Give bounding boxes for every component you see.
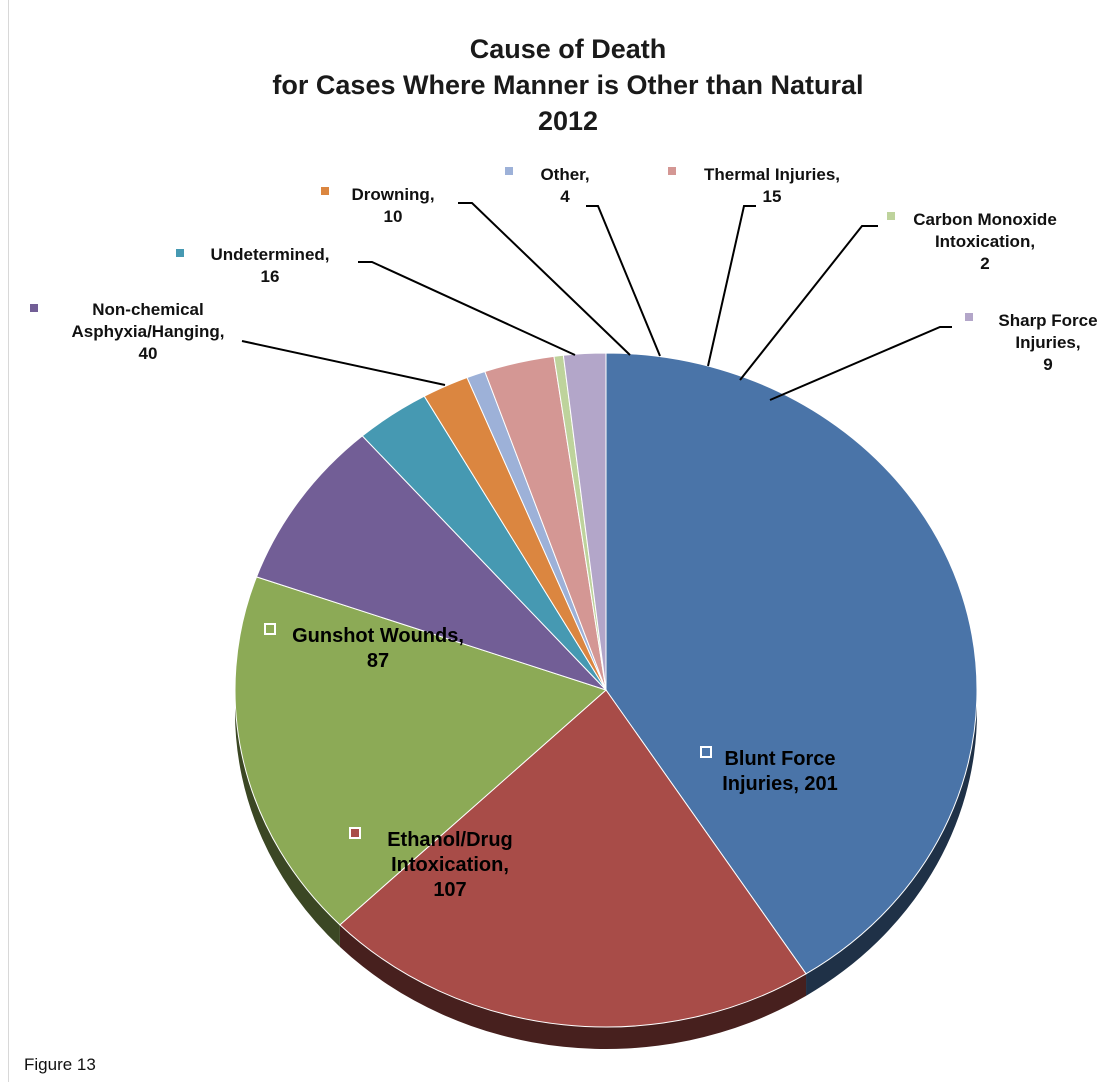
leader-line-sharp-force-injuries xyxy=(769,326,952,401)
slice-depth-1 xyxy=(339,924,807,1049)
leader-lines xyxy=(241,202,952,401)
slice-labels: Blunt Force Injuries, 201 Ethanol/Drug Into… xyxy=(30,165,1098,901)
figure-caption: Figure 13 xyxy=(24,1055,96,1074)
pie-depth xyxy=(235,690,977,1049)
data-label-ethanol-drug-intoxication-line-2: Intoxication, xyxy=(391,854,509,876)
data-label-drowning-line-2: 10 xyxy=(384,207,403,226)
pie-slice-gunshot-wounds xyxy=(234,576,607,926)
title-line-1: Cause of Death xyxy=(470,34,667,64)
title-line-3: 2012 xyxy=(538,106,598,136)
leader-line-carbon-monoxide-intoxication xyxy=(739,225,878,381)
data-label-other-line-2: 4 xyxy=(560,187,570,206)
legend-key-drowning xyxy=(321,187,329,195)
data-label-sharp-force-injuries-line-1: Sharp Force xyxy=(998,311,1097,330)
chart-title: Cause of Death for Cases Where Manner is… xyxy=(272,34,863,136)
data-label-gunshot-wounds-line-1: Gunshot Wounds, xyxy=(292,625,464,647)
pie-slices xyxy=(234,352,978,1028)
leader-line-non-chemical-asphyxia-hanging xyxy=(241,340,446,386)
data-label-gunshot-wounds-line-2: 87 xyxy=(367,650,389,672)
leader-line-drowning xyxy=(458,202,631,356)
data-label-non-chemical-asphyxia-hanging-line-2: Asphyxia/Hanging, xyxy=(71,322,224,341)
slice-depth-0 xyxy=(806,690,977,996)
legend-key-sharp-force-injuries xyxy=(965,313,973,321)
title-line-2: for Cases Where Manner is Other than Nat… xyxy=(272,70,863,100)
legend-key-other xyxy=(505,167,513,175)
pie-slice-ethanol-drug-intoxication xyxy=(339,689,807,1028)
data-label-thermal-injuries-line-1: Thermal Injuries, xyxy=(704,165,840,184)
pie-slice-sharp-force-injuries xyxy=(562,352,607,691)
pie-slice-non-chemical-asphyxia-hanging xyxy=(255,435,607,691)
slice-depth-2 xyxy=(235,690,340,947)
legend-key-ethanol-drug-intoxication xyxy=(349,827,361,839)
legend-key-undetermined xyxy=(176,249,184,257)
data-label-carbon-monoxide-intoxication-line-1: Carbon Monoxide xyxy=(913,210,1057,229)
data-label-ethanol-drug-intoxication-line-3: 107 xyxy=(433,879,466,901)
data-label-non-chemical-asphyxia-hanging-line-1: Non-chemical xyxy=(92,300,203,319)
data-label-sharp-force-injuries-line-3: 9 xyxy=(1043,355,1052,374)
left-divider xyxy=(8,0,9,1082)
leader-line-thermal-injuries xyxy=(707,205,756,367)
data-label-undetermined-line-2: 16 xyxy=(261,267,280,286)
data-label-carbon-monoxide-intoxication-line-2: Intoxication, xyxy=(935,232,1035,251)
data-label-other-line-1: Other, xyxy=(540,165,589,184)
data-label-sharp-force-injuries-line-2: Injuries, xyxy=(1015,333,1080,352)
legend-key-blunt-force-injuries xyxy=(700,746,712,758)
data-label-blunt-force-injuries-line-1: Blunt Force xyxy=(724,748,835,770)
data-label-ethanol-drug-intoxication-line-1: Ethanol/Drug xyxy=(387,829,513,851)
data-label-undetermined-line-1: Undetermined, xyxy=(210,245,329,264)
legend-key-gunshot-wounds xyxy=(264,623,276,635)
data-label-drowning-line-1: Drowning, xyxy=(351,185,434,204)
leader-line-undetermined xyxy=(358,261,576,356)
data-label-non-chemical-asphyxia-hanging-line-3: 40 xyxy=(139,344,158,363)
legend-key-thermal-injuries xyxy=(668,167,676,175)
pie-slice-blunt-force-injuries xyxy=(605,352,978,975)
data-label-carbon-monoxide-intoxication-line-3: 2 xyxy=(980,254,989,273)
leader-line-other xyxy=(586,205,661,357)
data-label-thermal-injuries-line-2: 15 xyxy=(763,187,782,206)
legend-key-carbon-monoxide-intoxication xyxy=(887,212,895,220)
data-label-blunt-force-injuries-line-2: Injuries, 201 xyxy=(722,773,838,795)
legend-key-non-chemical-asphyxia-hanging xyxy=(30,304,38,312)
